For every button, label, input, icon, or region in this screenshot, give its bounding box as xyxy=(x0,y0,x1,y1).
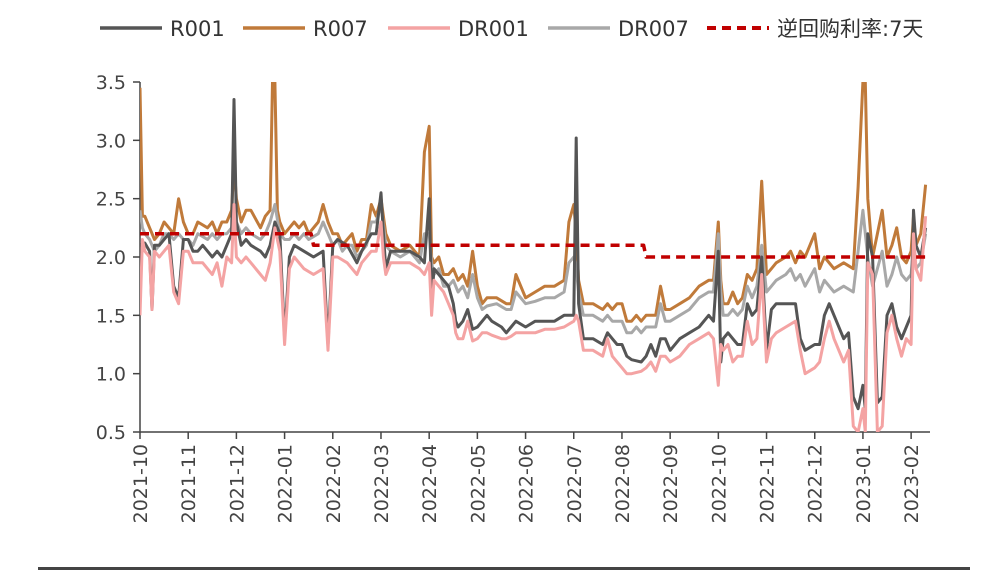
legend-label: R001 xyxy=(170,17,225,41)
x-tick-label: 2021-11 xyxy=(178,444,200,523)
legend-label: DR007 xyxy=(618,17,689,41)
legend-label: R007 xyxy=(313,17,368,41)
series-line-DR001 xyxy=(140,203,928,432)
x-tick-label: 2022-08 xyxy=(612,444,634,523)
x-tick-label: 2022-09 xyxy=(660,444,682,523)
x-tick-label: 2022-02 xyxy=(323,444,345,523)
y-tick-label: 3.0 xyxy=(96,130,126,152)
series-line-逆回购利率:7天 xyxy=(140,231,928,259)
bottom-rule xyxy=(38,567,970,570)
y-tick-label: 1.0 xyxy=(96,364,126,386)
series-line-R001 xyxy=(140,98,928,411)
y-tick-label: 3.5 xyxy=(96,72,126,94)
x-axis: 2021-10 2021-11 2021-12 2022-01 2022-02 2022-… xyxy=(130,431,930,523)
x-tick-label: 2023-02 xyxy=(901,444,923,523)
legend-label: 逆回购利率:7天 xyxy=(777,17,923,41)
series-layer xyxy=(140,82,928,432)
legend: R001 R007 DR001 DR007 逆回购利率:7天 xyxy=(100,17,923,41)
x-tick-label: 2021-12 xyxy=(226,444,248,523)
x-tick-label: 2022-11 xyxy=(757,444,779,523)
x-tick-label: 2022-12 xyxy=(805,444,827,523)
x-tick-label: 2022-10 xyxy=(708,444,730,523)
x-tick-label: 2022-06 xyxy=(516,444,538,523)
y-tick-label: 0.5 xyxy=(96,422,126,444)
x-tick-label: 2023-01 xyxy=(853,444,875,523)
y-tick-label: 1.5 xyxy=(96,305,126,327)
x-tick-label: 2022-01 xyxy=(275,444,297,523)
y-axis: 0.5 1.0 1.5 2.0 2.5 3.0 3.5 xyxy=(96,72,141,444)
series-line-R007 xyxy=(140,82,928,323)
x-tick-label: 2022-03 xyxy=(371,444,393,523)
series-line-DR007 xyxy=(140,203,928,335)
y-tick-label: 2.0 xyxy=(96,247,126,269)
x-tick-label: 2021-10 xyxy=(130,444,152,523)
x-tick-label: 2022-05 xyxy=(467,444,489,523)
x-tick-label: 2022-07 xyxy=(564,444,586,523)
y-tick-label: 2.5 xyxy=(96,189,126,211)
x-tick-label: 2022-04 xyxy=(419,444,441,523)
legend-label: DR001 xyxy=(458,17,529,41)
